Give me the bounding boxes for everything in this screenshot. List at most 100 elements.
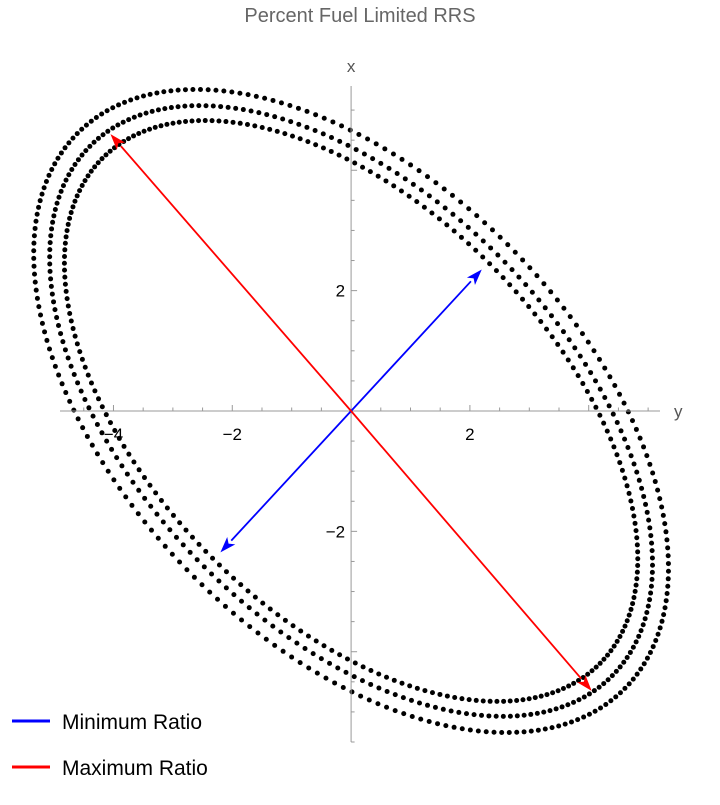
data-point (555, 341, 561, 347)
data-point (239, 598, 245, 604)
y-tick-label: −2 (326, 522, 345, 541)
data-point (332, 680, 338, 686)
data-point (584, 388, 590, 394)
data-point (414, 199, 420, 205)
data-point (663, 529, 669, 535)
data-point (34, 211, 40, 217)
data-point (56, 372, 62, 378)
data-point (474, 213, 480, 219)
data-point (376, 685, 382, 691)
data-point (621, 400, 627, 406)
data-point (297, 660, 303, 666)
data-point (601, 420, 607, 426)
data-point (591, 688, 597, 694)
data-point (196, 118, 202, 124)
data-point (79, 126, 85, 132)
data-point (79, 183, 85, 189)
data-point (585, 339, 591, 345)
data-point (110, 105, 116, 111)
data-point (328, 135, 334, 141)
data-point (67, 310, 73, 316)
data-point (240, 107, 246, 113)
data-point (630, 676, 636, 682)
data-point (343, 669, 349, 675)
data-point (514, 729, 520, 735)
data-point (659, 618, 665, 624)
data-point (49, 355, 55, 361)
data-point (152, 124, 158, 130)
data-point (96, 396, 102, 402)
data-point (586, 711, 592, 717)
data-point (602, 365, 608, 371)
data-point (288, 119, 294, 125)
data-point (573, 322, 579, 328)
data-point (480, 238, 486, 244)
data-point (549, 725, 555, 731)
data-point (514, 713, 520, 719)
data-point (586, 691, 592, 697)
data-point (136, 130, 142, 136)
data-point (71, 372, 77, 378)
data-point (605, 677, 611, 683)
data-point (137, 112, 143, 118)
data-point (645, 603, 651, 609)
data-point (162, 106, 168, 112)
data-point (263, 636, 269, 642)
data-point (605, 652, 611, 658)
data-point (244, 122, 250, 128)
data-point (92, 388, 98, 394)
data-point (568, 719, 574, 725)
y-tick-label: 2 (336, 282, 345, 301)
data-point (609, 673, 615, 679)
data-point (176, 119, 182, 125)
data-point (622, 475, 628, 481)
data-point (626, 490, 632, 496)
data-point (313, 638, 319, 644)
data-point (203, 103, 209, 109)
data-point (626, 612, 632, 618)
data-point (636, 477, 642, 483)
data-point (50, 219, 56, 225)
data-point (538, 693, 544, 699)
data-point (644, 509, 650, 515)
data-point (352, 660, 358, 666)
data-point (47, 254, 53, 260)
data-point (278, 629, 284, 635)
data-point (657, 496, 663, 502)
data-point (199, 582, 205, 588)
data-point (520, 697, 526, 703)
data-point (643, 501, 649, 507)
data-point (642, 616, 648, 622)
data-point (414, 685, 420, 691)
data-point (429, 690, 435, 696)
data-point (31, 255, 37, 261)
maximum-ratio-arrow (110, 134, 352, 412)
data-point (196, 541, 202, 547)
data-point (458, 218, 464, 224)
data-point (51, 299, 57, 305)
data-point (622, 436, 628, 442)
data-point (649, 576, 655, 582)
data-point (433, 180, 439, 186)
data-point (449, 192, 455, 198)
data-point (69, 167, 75, 173)
data-point (141, 475, 147, 481)
data-point (659, 504, 665, 510)
data-point (95, 160, 101, 166)
data-point (621, 659, 627, 665)
data-point (77, 188, 83, 194)
data-point (535, 727, 541, 733)
data-point (154, 90, 160, 96)
data-point (36, 304, 42, 310)
data-point (71, 407, 77, 413)
data-point (526, 304, 532, 310)
data-point (182, 87, 188, 93)
data-point (33, 287, 39, 293)
data-point (89, 442, 95, 448)
legend: Minimum Ratio Maximum Ratio (12, 711, 208, 780)
data-point (382, 146, 388, 152)
axis-ticks: −4 −2 2 2 −2 (83, 109, 649, 743)
data-point (155, 107, 161, 113)
ratio-arrows (110, 134, 592, 691)
data-point (632, 588, 638, 594)
